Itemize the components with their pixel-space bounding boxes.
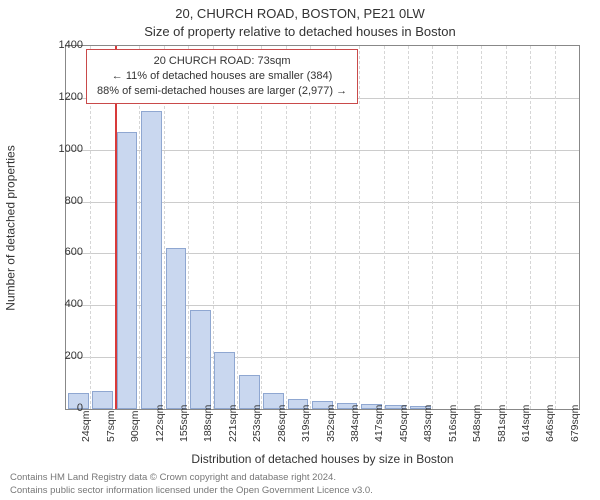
x-tick-label: 122sqm [154, 412, 166, 442]
y-axis-label-text: Number of detached properties [4, 145, 18, 310]
x-tick-label: 417sqm [373, 412, 385, 442]
x-tick-label: 221sqm [227, 412, 239, 442]
y-tick-label: 800 [43, 195, 83, 207]
footer-line-1: Contains HM Land Registry data © Crown c… [10, 472, 590, 484]
gridline-v [408, 46, 409, 409]
x-tick-label: 253sqm [251, 412, 263, 442]
x-tick-label: 57sqm [105, 412, 117, 442]
x-tick-label: 581sqm [496, 412, 508, 442]
y-tick-label: 200 [43, 350, 83, 362]
info-box: 20 CHURCH ROAD: 73sqm ← 11% of detached … [86, 49, 358, 104]
gridline-v [530, 46, 531, 409]
bar [214, 352, 235, 409]
x-tick-label: 483sqm [422, 412, 434, 442]
plot-area: 20 CHURCH ROAD: 73sqm ← 11% of detached … [65, 45, 580, 410]
x-tick-label: 548sqm [471, 412, 483, 442]
gridline-v [555, 46, 556, 409]
gridline-v [457, 46, 458, 409]
x-tick-label: 24sqm [80, 412, 92, 442]
gridline-v [359, 46, 360, 409]
x-tick-label: 450sqm [398, 412, 410, 442]
y-tick-label: 0 [43, 402, 83, 414]
y-tick-label: 400 [43, 298, 83, 310]
bar [166, 248, 187, 409]
x-tick-label: 352sqm [325, 412, 337, 442]
footer-attribution: Contains HM Land Registry data © Crown c… [10, 472, 590, 497]
y-tick-label: 600 [43, 246, 83, 258]
bar [190, 310, 211, 409]
x-tick-label: 319sqm [300, 412, 312, 442]
x-tick-label: 516sqm [447, 412, 459, 442]
x-tick-label: 679sqm [569, 412, 581, 442]
bar [239, 375, 260, 409]
chart-title-main: 20, CHURCH ROAD, BOSTON, PE21 0LW [0, 6, 600, 21]
x-tick-label: 286sqm [276, 412, 288, 442]
x-tick-label: 384sqm [349, 412, 361, 442]
y-tick-label: 1200 [43, 91, 83, 103]
chart-title-sub: Size of property relative to detached ho… [0, 24, 600, 39]
x-tick-label: 188sqm [202, 412, 214, 442]
y-axis-label: Number of detached properties [2, 45, 20, 410]
bar [141, 111, 162, 409]
bar [117, 132, 138, 409]
x-tick-label: 614sqm [520, 412, 532, 442]
y-tick-label: 1000 [43, 143, 83, 155]
footer-line-2: Contains public sector information licen… [10, 485, 590, 497]
x-tick-label: 90sqm [129, 412, 141, 442]
x-tick-label: 155sqm [178, 412, 190, 442]
gridline-v [432, 46, 433, 409]
gridline-v [506, 46, 507, 409]
gridline-v [481, 46, 482, 409]
info-line-2: ← 11% of detached houses are smaller (38… [97, 69, 347, 84]
y-tick-label: 1400 [43, 39, 83, 51]
chart-container: 20, CHURCH ROAD, BOSTON, PE21 0LW Size o… [0, 0, 600, 500]
gridline-v [384, 46, 385, 409]
info-line-1: 20 CHURCH ROAD: 73sqm [97, 54, 347, 69]
bar [92, 391, 113, 409]
x-axis-label: Distribution of detached houses by size … [65, 452, 580, 466]
x-tick-label: 646sqm [544, 412, 556, 442]
info-line-3: 88% of semi-detached houses are larger (… [97, 84, 347, 99]
